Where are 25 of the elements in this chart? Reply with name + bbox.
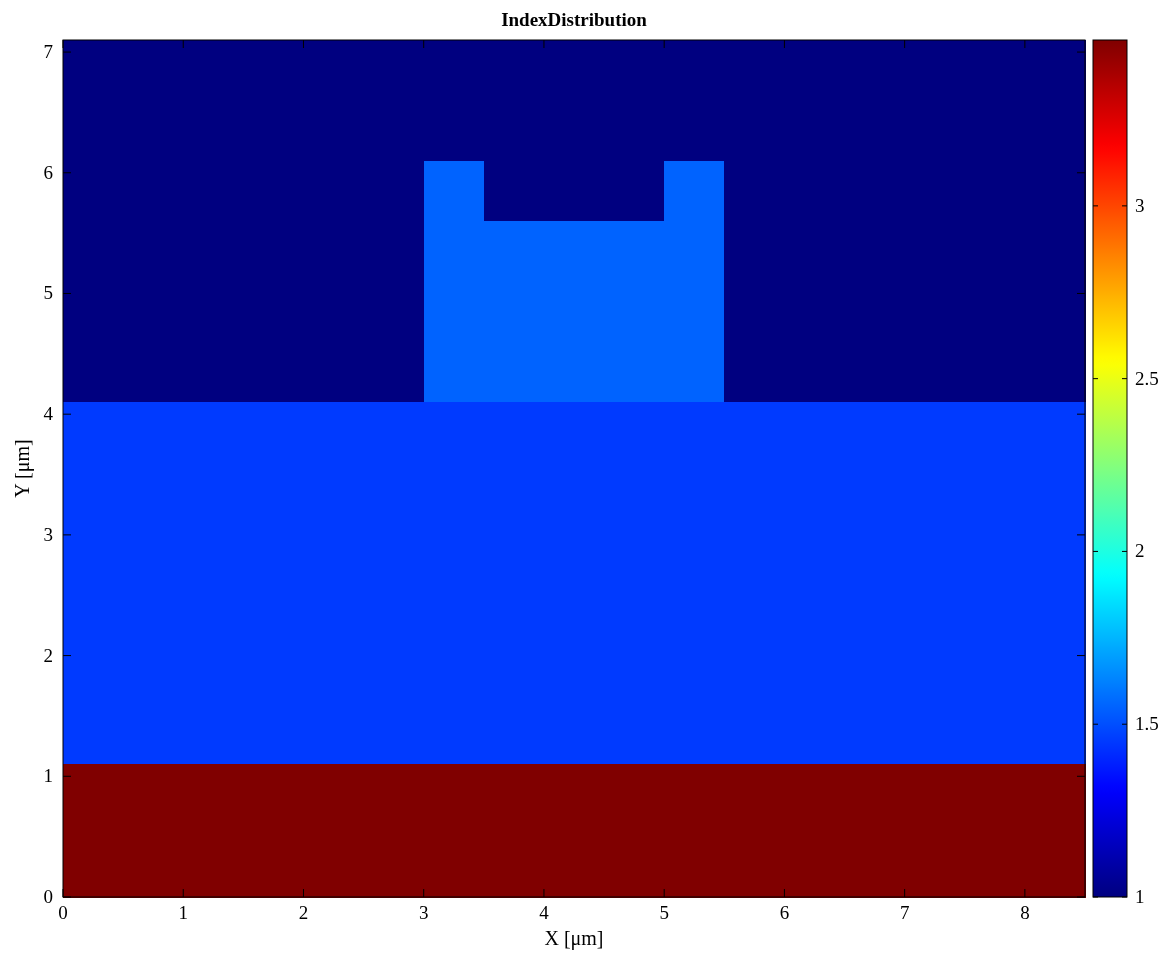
color-bar-label: 2 [1135, 540, 1145, 562]
x-axis-title: X [μm] [544, 927, 604, 950]
color-bar-label: 1 [1135, 886, 1145, 907]
y-tick-label: 5 [43, 282, 53, 304]
color-bar-label: 3 [1135, 194, 1145, 216]
x-tick-label: 0 [58, 902, 68, 923]
color-bar-label: 2.5 [1135, 367, 1159, 389]
x-tick-label: 8 [1020, 902, 1030, 923]
y-tick-label: 0 [43, 886, 53, 907]
x-tick-label: 5 [659, 902, 669, 923]
y-tick-label: 7 [43, 41, 53, 63]
chart-title: IndexDistribution [501, 9, 648, 30]
y-axis-title: Y [μm] [11, 439, 34, 498]
y-tick-label: 1 [43, 765, 53, 787]
x-tick-label: 1 [178, 902, 188, 923]
x-tick-label: 3 [418, 902, 429, 923]
x-tick-label: 6 [779, 902, 790, 923]
x-tick-label: 2 [298, 902, 309, 923]
x-tick-label: 7 [899, 902, 910, 923]
x-tick-label: 4 [539, 902, 550, 923]
y-tick-label: 4 [43, 403, 54, 425]
y-tick-label: 2 [43, 644, 53, 666]
y-tick-label: 6 [43, 161, 53, 183]
color-bar-label: 1.5 [1135, 713, 1159, 735]
y-tick-label: 3 [43, 523, 53, 545]
